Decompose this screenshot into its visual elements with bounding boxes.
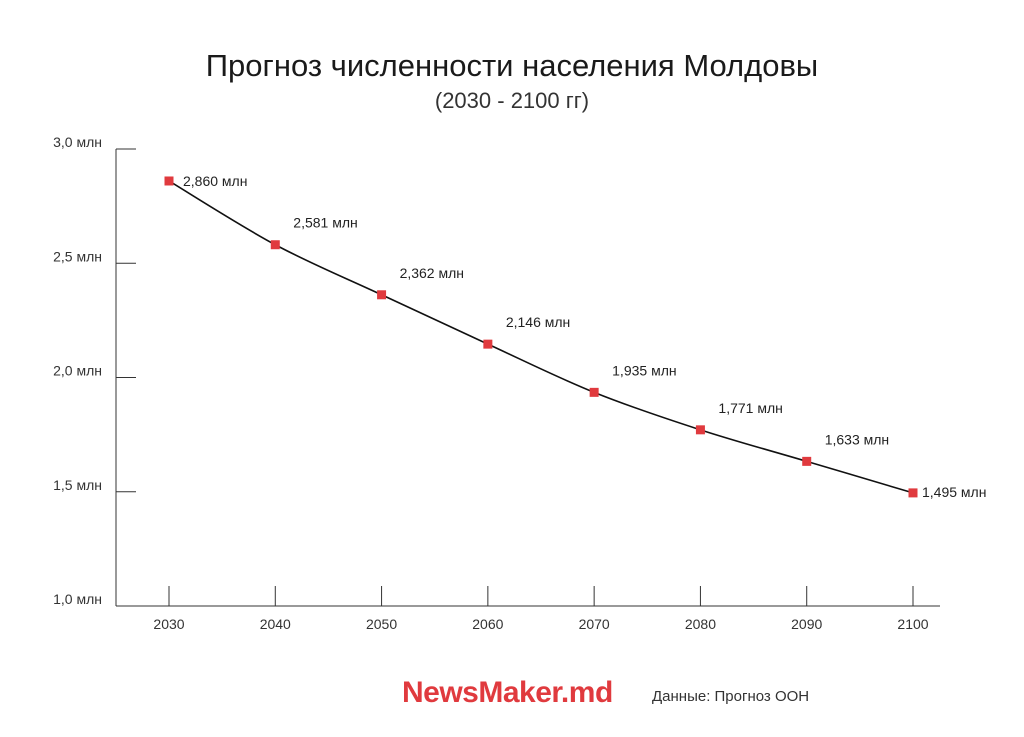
chart-title: Прогноз численности населения Молдовы [205,48,819,83]
data-point-marker [377,290,387,300]
population-series-line [168,180,914,494]
data-point-marker [589,387,599,397]
y-tick-label: 2,5 млн [53,248,102,264]
data-label: 1,633 млн [825,431,889,447]
data-label: 1,771 млн [718,400,782,416]
x-tick-label: 2030 [153,616,184,632]
y-tick-label: 2,0 млн [53,363,102,379]
y-tick-label: 1,0 млн [53,591,102,607]
x-tick-label: 2050 [366,616,397,632]
x-tick-label: 2070 [579,616,610,632]
y-tick-label: 1,5 млн [53,477,102,493]
data-label: 2,581 млн [293,215,357,231]
chart-subtitle: (2030 - 2100 гг) [434,88,590,113]
newsmaker-logo: NewsMaker.md [402,676,613,709]
data-point-marker [483,339,493,349]
data-label: 2,362 млн [400,265,464,281]
data-point-marker [908,488,918,498]
x-tick-label: 2040 [260,616,291,632]
data-source-note: Данные: Прогноз ООН [652,688,810,705]
data-label: 2,146 млн [506,314,570,330]
data-label: 1,935 млн [612,362,676,378]
x-tick-label: 2080 [685,616,716,632]
x-tick-label: 2100 [897,616,928,632]
data-point-marker [802,456,812,466]
data-label: 2,860 млн [183,173,247,189]
y-tick-label: 3,0 млн [53,134,102,150]
data-label: 1,495 млн [922,484,986,500]
x-tick-label: 2090 [791,616,822,632]
data-point-marker [270,240,280,250]
data-point-marker [164,176,174,186]
data-point-marker [695,425,705,435]
x-tick-label: 2060 [472,616,503,632]
